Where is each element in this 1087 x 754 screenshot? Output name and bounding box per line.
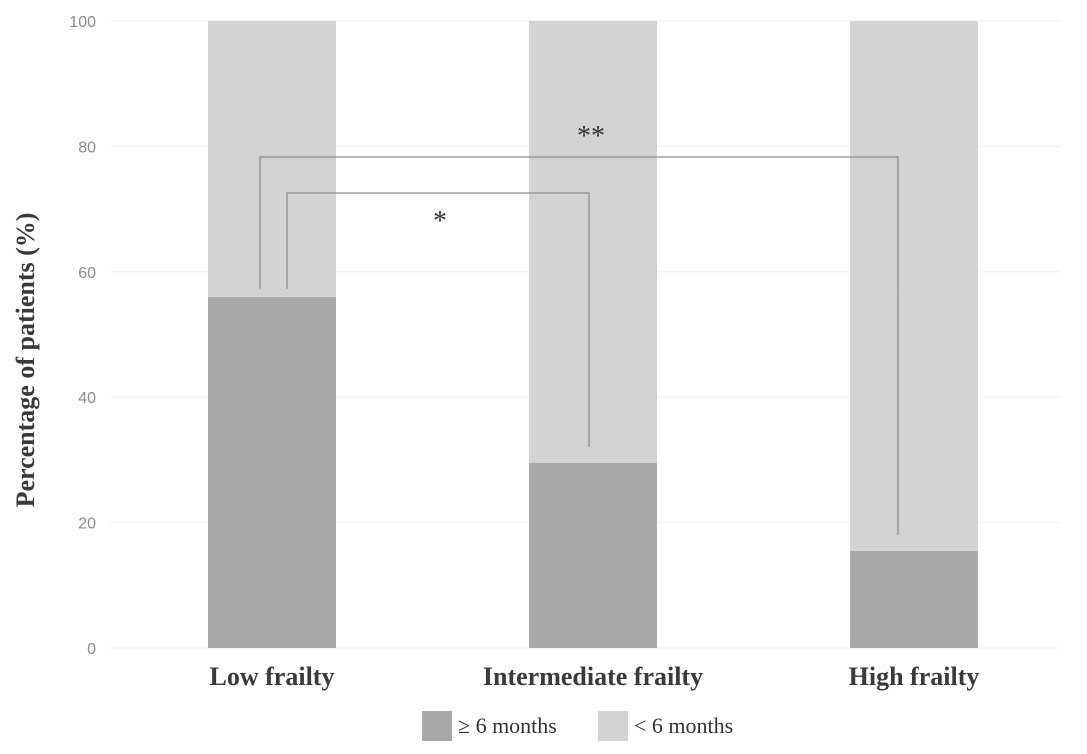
bar-segment <box>529 463 657 648</box>
y-tick-label: 60 <box>78 265 96 282</box>
significance-bracket <box>286 192 590 448</box>
bars <box>208 21 978 648</box>
significance-marker: ** <box>577 121 605 152</box>
y-tick-label: 100 <box>69 14 96 31</box>
bar-segment <box>529 21 657 464</box>
bar-segment <box>208 21 336 297</box>
legend-label: ≥ 6 months <box>458 713 557 738</box>
y-tick-label: 40 <box>78 390 96 407</box>
x-category-label: Low frailty <box>210 662 335 691</box>
significance-marker: * <box>433 206 447 237</box>
bar-segment <box>850 550 978 648</box>
bar-segment <box>208 296 336 648</box>
legend-swatch <box>422 711 452 741</box>
y-tick-label: 80 <box>78 139 96 156</box>
significance-brackets: *** <box>259 121 899 535</box>
x-axis-categories: Low frailty Intermediate frailty High frai… <box>210 662 980 691</box>
x-category-label: High frailty <box>849 662 980 691</box>
significance-bracket <box>259 156 899 535</box>
y-tick-label: 20 <box>78 516 96 533</box>
x-category-label: Intermediate frailty <box>483 662 703 691</box>
legend-swatch <box>598 711 628 741</box>
bar-segment <box>850 21 978 551</box>
legend-label: < 6 months <box>634 713 733 738</box>
legend: ≥ 6 months < 6 months <box>422 711 733 741</box>
y-axis-ticks: 0 20 40 60 80 100 <box>69 14 96 658</box>
y-tick-label: 0 <box>87 641 96 658</box>
y-axis-label: Percentage of patients (%) <box>11 213 40 508</box>
